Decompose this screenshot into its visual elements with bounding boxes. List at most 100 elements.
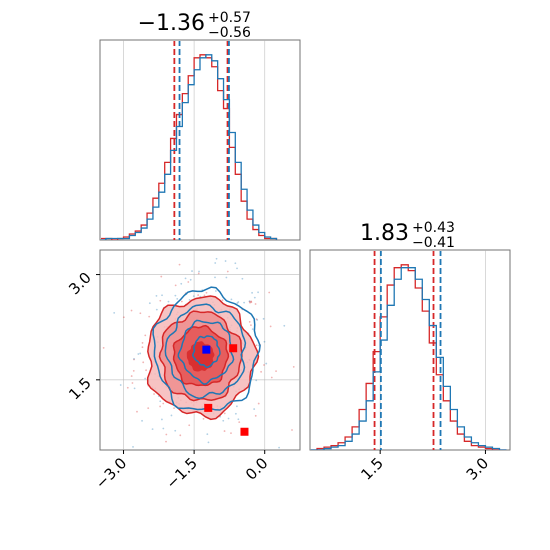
joint-sample-point xyxy=(178,263,181,266)
joint-sample-point xyxy=(159,405,162,408)
joint-sample-point xyxy=(144,334,147,337)
joint-sample-point xyxy=(234,412,237,415)
joint-sample-point xyxy=(256,319,259,321)
joint-sample-point xyxy=(270,376,273,379)
joint-sample-point xyxy=(248,300,251,303)
hist-param2-title-minus: −0.41 xyxy=(412,235,455,251)
joint-sample-point xyxy=(161,294,163,297)
hist-param1-series xyxy=(101,41,278,240)
joint-sample-point xyxy=(141,346,144,349)
joint-sample-point xyxy=(197,272,200,275)
joint-sample-point xyxy=(263,364,265,366)
joint-sample-point xyxy=(136,410,138,413)
joint-sample-point xyxy=(187,281,190,283)
joint-sample-point xyxy=(255,344,258,347)
joint-xtick-label: −1.5 xyxy=(162,454,200,492)
joint-sample-point xyxy=(215,257,218,260)
joint-sample-point xyxy=(132,446,134,448)
joint-sample-point xyxy=(260,370,262,373)
joint-blue-contour-line xyxy=(152,286,261,411)
joint-sample-point xyxy=(148,315,151,318)
joint-sample-point xyxy=(144,377,147,380)
joint-sample-point xyxy=(188,424,191,427)
joint-marker-square xyxy=(202,345,211,354)
joint-sample-point xyxy=(151,428,154,431)
joint-sample-point xyxy=(113,311,116,314)
joint-sample-point xyxy=(133,387,136,390)
joint-sample-point xyxy=(251,328,254,331)
joint-sample-point xyxy=(254,303,257,305)
joint-sample-point xyxy=(237,301,240,303)
joint-red-contour-line xyxy=(172,324,230,387)
joint-sample-point xyxy=(214,290,217,292)
joint-sample-point xyxy=(176,297,179,300)
joint-sample-point xyxy=(255,379,258,382)
joint-sample-point xyxy=(206,433,209,436)
joint-sample-point xyxy=(235,405,238,408)
joint-sample-point xyxy=(230,432,232,434)
joint-red-contour-line xyxy=(158,310,243,402)
joint-sample-point xyxy=(291,429,293,431)
joint-sample-point xyxy=(214,262,217,264)
joint-xtick-label: −3.0 xyxy=(92,454,130,492)
joint-sample-point xyxy=(174,429,177,432)
joint-sample-point xyxy=(161,418,163,421)
joint-sample-point xyxy=(221,299,224,302)
joint-blue-contour-line xyxy=(177,319,235,385)
joint-sample-point xyxy=(250,300,253,303)
joint-sample-point xyxy=(173,407,175,410)
joint-sample-point xyxy=(241,277,244,280)
hist-param2-xtick-label: 3.0 xyxy=(463,454,493,484)
joint-sample-point xyxy=(263,340,266,343)
joint-sample-point xyxy=(145,369,147,372)
hist-param2-title-value: 1.83 xyxy=(360,221,409,246)
hist-param2-frame xyxy=(309,249,511,451)
joint-sample-point xyxy=(153,393,155,395)
joint-sample-point xyxy=(254,414,257,417)
joint-sample-point xyxy=(278,446,280,449)
joint-sample-point xyxy=(141,419,143,422)
joint-sample-point xyxy=(223,412,226,415)
joint-sample-point xyxy=(160,275,163,278)
joint-sample-point xyxy=(234,262,237,265)
hist-param1-frame xyxy=(99,39,301,241)
hist-param2-panel: 1.5 3.0 1.83 +0.43 −0.41 xyxy=(309,220,511,484)
joint-sample-point xyxy=(222,419,225,422)
joint-sample-point xyxy=(248,300,251,303)
joint-sample-point xyxy=(189,452,191,454)
joint-sample-point xyxy=(191,270,193,272)
joint-sample-point xyxy=(159,400,162,403)
joint-sample-point xyxy=(179,434,182,437)
hist-param1-title-plus: +0.57 xyxy=(208,10,251,26)
joint-sample-point xyxy=(203,294,206,297)
joint-contours xyxy=(146,286,261,421)
joint-sample-point xyxy=(192,449,195,450)
joint-sample-point xyxy=(283,324,286,327)
joint-panel: −3.0 −1.5 0.0 1.5 3.0 xyxy=(65,249,301,493)
joint-sample-point xyxy=(197,294,200,296)
joint-sample-point xyxy=(257,291,259,294)
joint-sample-point xyxy=(142,361,145,364)
hist-param2-xtick-label: 1.5 xyxy=(357,454,387,484)
joint-sample-point xyxy=(174,294,177,297)
joint-sample-point xyxy=(133,358,135,361)
joint-sample-point xyxy=(155,294,158,297)
joint-marker-square xyxy=(204,403,213,412)
joint-sample-point xyxy=(131,382,134,384)
joint-sample-point xyxy=(188,298,191,301)
joint-sample-point xyxy=(243,301,246,304)
joint-sample-point xyxy=(268,291,271,294)
joint-sample-point xyxy=(198,270,200,273)
hist-param2-title-plus: +0.43 xyxy=(412,220,455,236)
joint-sample-point xyxy=(165,433,168,436)
hist-param2-step-series-1 xyxy=(311,267,507,450)
joint-sample-point xyxy=(130,309,133,312)
joint-sample-point xyxy=(102,346,105,349)
joint-sample-point xyxy=(236,267,238,270)
joint-blue-contour-line xyxy=(192,335,221,369)
joint-sample-point xyxy=(250,324,252,327)
joint-sample-point xyxy=(180,300,183,303)
hist-param1-step-series-0 xyxy=(101,54,278,240)
joint-sample-point xyxy=(238,421,241,424)
